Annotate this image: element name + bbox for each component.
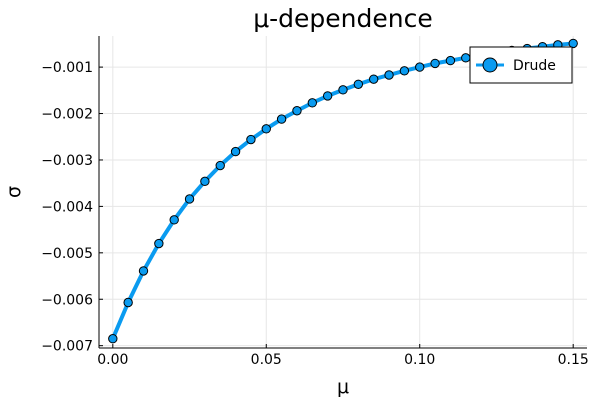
data-point-0-12 xyxy=(292,106,302,116)
data-point-0-9 xyxy=(246,134,256,145)
data-point-0-30 xyxy=(568,38,578,49)
x-ticks: 0.00 0.05 0.10 0.15 xyxy=(97,344,589,368)
data-point-0-16 xyxy=(353,79,364,89)
y-axis-label: σ xyxy=(3,186,25,198)
data-point-0-8 xyxy=(230,146,241,157)
data-point-0-7 xyxy=(215,160,225,171)
y-tick-label-3: −0.004 xyxy=(41,199,93,215)
data-point-0-4 xyxy=(169,215,179,225)
y-tick-label-6: −0.007 xyxy=(41,339,93,355)
data-point-0-23 xyxy=(461,53,471,63)
y-tick-label-0: −0.001 xyxy=(41,60,93,76)
chart-title: μ-dependence xyxy=(253,4,433,33)
x-tick-label-2: 0.10 xyxy=(404,352,435,368)
x-tick-label-3: 0.15 xyxy=(558,352,589,368)
data-point-0-14 xyxy=(322,91,333,101)
data-point-0-5 xyxy=(184,194,195,204)
data-point-0-1 xyxy=(123,297,133,308)
y-ticks: −0.001 −0.002 −0.003 −0.004 −0.005 −0.006 −0.0… xyxy=(41,60,103,355)
legend-marker-swatch xyxy=(482,57,498,73)
data-point-0-11 xyxy=(276,114,287,124)
data-point-0-3 xyxy=(154,238,164,249)
x-gridlines xyxy=(112,36,574,348)
y-tick-label-4: −0.005 xyxy=(41,246,93,262)
y-tick-label-2: −0.003 xyxy=(41,153,93,169)
data-point-0-20 xyxy=(415,62,425,72)
data-point-0-18 xyxy=(384,70,394,80)
data-point-0-21 xyxy=(430,58,440,69)
x-tick-label-1: 0.05 xyxy=(251,352,282,368)
x-axis-label: μ xyxy=(337,376,349,398)
legend-label-drude: Drude xyxy=(513,58,556,74)
data-point-0-10 xyxy=(261,124,271,134)
y-tick-label-5: −0.006 xyxy=(41,292,93,308)
y-tick-label-1: −0.002 xyxy=(41,107,93,123)
data-point-0-22 xyxy=(445,55,456,66)
data-point-0-0 xyxy=(108,334,118,344)
data-point-0-2 xyxy=(138,266,149,276)
data-point-0-6 xyxy=(200,176,210,187)
y-gridlines xyxy=(99,66,587,347)
data-point-0-15 xyxy=(338,85,348,95)
x-tick-label-0: 0.00 xyxy=(97,352,128,368)
series-layer xyxy=(108,38,578,344)
data-point-0-13 xyxy=(307,98,318,108)
legend: Drude xyxy=(469,46,573,84)
data-point-0-17 xyxy=(368,74,379,84)
data-point-0-19 xyxy=(399,66,410,76)
